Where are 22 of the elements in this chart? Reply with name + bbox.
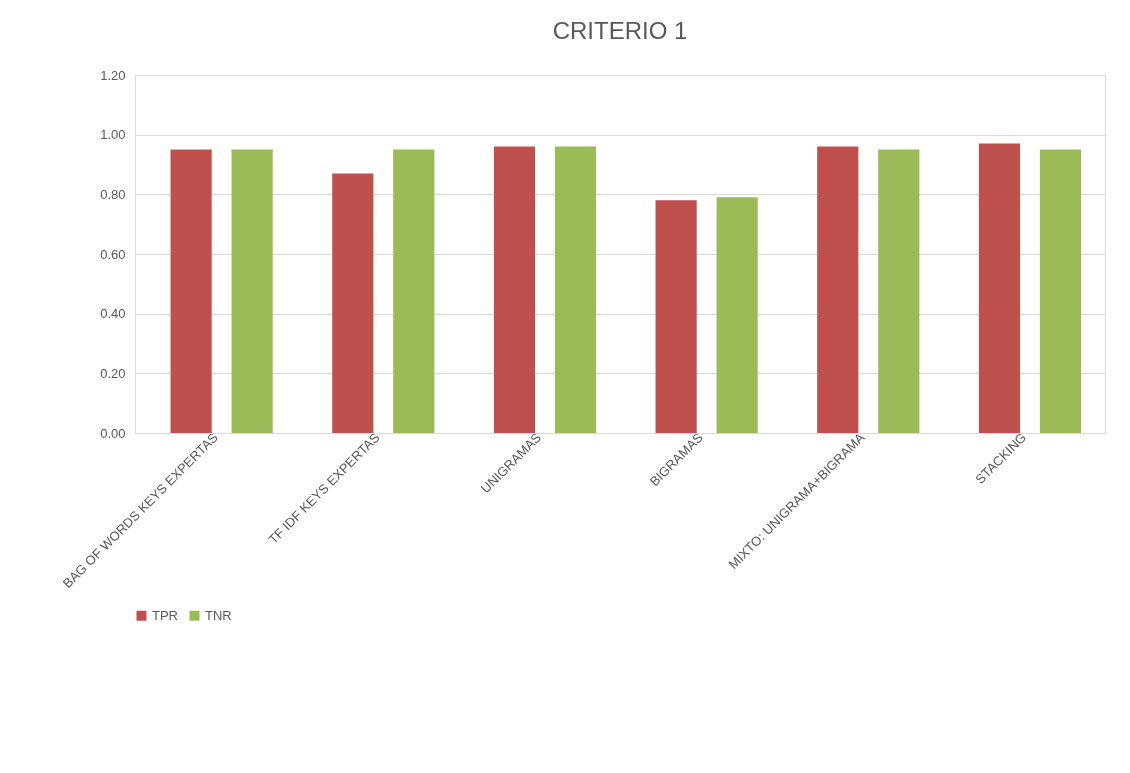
chart-title: CRITERIO 1 [552, 17, 688, 44]
bar [393, 149, 435, 433]
y-tick-label: 1.00 [100, 127, 126, 143]
y-tick-label: 0.60 [100, 246, 126, 262]
legend-label: TPR [152, 607, 178, 623]
bar [655, 200, 697, 433]
bar [1039, 149, 1082, 433]
bar [332, 173, 374, 433]
bar [231, 149, 273, 433]
bar [716, 197, 758, 433]
bar [978, 143, 1021, 433]
legend-label: TNR [205, 607, 232, 623]
bar [878, 149, 920, 433]
y-tick-label: 0.40 [100, 306, 126, 322]
y-tick-label: 0.20 [100, 365, 126, 381]
y-tick-label: 0.80 [100, 186, 126, 202]
bar [170, 149, 212, 433]
bar [817, 146, 859, 433]
y-tick-label: 1.20 [100, 67, 126, 83]
y-tick-label: 0.00 [100, 425, 126, 441]
bar [554, 146, 597, 433]
bar [493, 146, 536, 433]
